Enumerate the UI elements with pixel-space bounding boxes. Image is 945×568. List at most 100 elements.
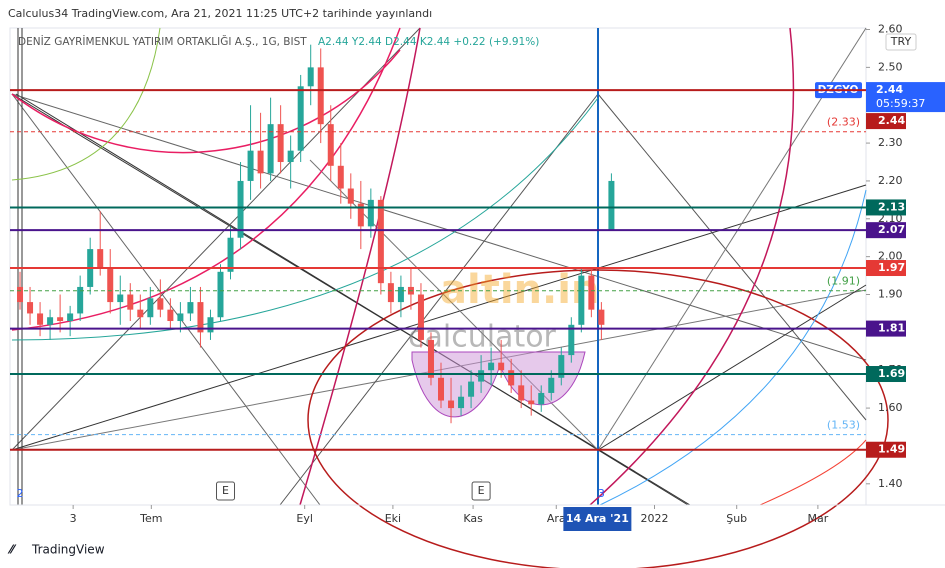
currency-box[interactable] bbox=[885, 33, 917, 51]
gann-line bbox=[597, 284, 867, 451]
candle-body bbox=[167, 309, 174, 322]
price-line-box bbox=[866, 113, 906, 130]
currency[interactable]: TRY bbox=[890, 35, 912, 48]
marker-label: E bbox=[478, 484, 485, 497]
candle-body bbox=[438, 377, 445, 401]
candle-body bbox=[357, 203, 364, 227]
marker-label: E bbox=[222, 484, 229, 497]
candle-body bbox=[588, 275, 595, 310]
crosshair-label: 14 Ara '21 bbox=[566, 512, 629, 525]
price-line-box bbox=[866, 366, 906, 383]
candle-body bbox=[147, 298, 154, 318]
candle-body bbox=[77, 286, 84, 314]
crosshair-box bbox=[563, 507, 632, 531]
arc bbox=[11, 97, 599, 341]
candle-body bbox=[478, 370, 485, 382]
gann-line bbox=[11, 93, 321, 506]
price-line-label: (2.33) bbox=[827, 116, 860, 129]
candle-body bbox=[27, 302, 34, 314]
candle-body bbox=[417, 294, 424, 340]
candle-body bbox=[137, 309, 144, 318]
marker-box bbox=[471, 481, 491, 501]
candle-body bbox=[578, 275, 585, 325]
y-tick-label: 2.00 bbox=[878, 250, 903, 263]
price-line-value: 1.49 bbox=[878, 443, 905, 456]
candle-body bbox=[37, 313, 44, 325]
x-tick-label: Kas bbox=[463, 512, 483, 525]
x-tick-label: Eyl bbox=[296, 512, 313, 525]
price-line-box bbox=[866, 222, 906, 239]
price-line-value: 1.69 bbox=[878, 367, 905, 380]
y-tick-label: 1.40 bbox=[878, 477, 903, 490]
last-price-box bbox=[866, 82, 945, 113]
candle-body bbox=[307, 67, 314, 87]
gann-line bbox=[597, 27, 867, 451]
candles bbox=[17, 44, 615, 424]
price-line-label: (1.53) bbox=[827, 419, 860, 432]
candle-body bbox=[237, 180, 244, 238]
candle-body bbox=[397, 286, 404, 303]
candle-body bbox=[287, 150, 294, 163]
gann-line bbox=[11, 93, 691, 506]
candle-body bbox=[297, 86, 304, 151]
ohlc: A2.44 Y2.44 D2.44 K2.44 +0.22 (+9.91%) bbox=[318, 36, 539, 48]
price-line-label: (1.91) bbox=[827, 275, 860, 288]
candle-body bbox=[97, 249, 104, 269]
y-tick-label: 1.60 bbox=[878, 401, 903, 414]
candle-body bbox=[197, 302, 204, 333]
candle-body bbox=[528, 400, 535, 405]
candle-body bbox=[488, 362, 495, 371]
footer-logo: ⁄⁄ bbox=[7, 543, 17, 557]
candle-body bbox=[57, 317, 64, 322]
candle-body bbox=[568, 324, 575, 356]
candle-body bbox=[187, 302, 194, 314]
gann-line bbox=[11, 27, 421, 451]
arc bbox=[589, 27, 795, 506]
candle-body bbox=[498, 362, 505, 371]
candle-body bbox=[518, 385, 525, 401]
candle-body bbox=[107, 268, 114, 303]
marker-box bbox=[216, 481, 236, 501]
x-tick-label: Şub bbox=[726, 512, 747, 525]
gann-line bbox=[15, 93, 689, 506]
y-tick-label: 2.50 bbox=[878, 60, 903, 73]
marker-label: 2 bbox=[17, 487, 24, 500]
candle-body bbox=[387, 283, 394, 303]
x-tick-label: Tem bbox=[139, 512, 162, 525]
ellipse bbox=[307, 269, 889, 568]
candle-body bbox=[427, 339, 434, 378]
y-tick-label: 2.20 bbox=[878, 174, 903, 187]
candle-body bbox=[538, 392, 545, 405]
candle-body bbox=[337, 165, 344, 189]
candle-body bbox=[267, 124, 274, 174]
y-tick-label: 2.60 bbox=[878, 23, 903, 36]
candle-body bbox=[558, 355, 565, 378]
candle-body bbox=[508, 370, 515, 386]
candle-body bbox=[227, 237, 234, 272]
gann-line bbox=[597, 93, 867, 421]
published: Calculus34 TradingView.com, Ara 21, 2021… bbox=[8, 7, 432, 20]
marker-label: 3 bbox=[598, 487, 605, 500]
candle-body bbox=[367, 199, 374, 227]
price-line-value: 1.81 bbox=[878, 322, 905, 335]
price-line-value: 2.13 bbox=[878, 200, 905, 213]
candle-body bbox=[247, 150, 254, 181]
symbol: DENİZ GAYRİMENKUL YATIRIM ORTAKLIĞI A.Ş.… bbox=[18, 35, 307, 48]
candle-body bbox=[127, 294, 134, 310]
price-line-box bbox=[866, 320, 906, 337]
candle-body bbox=[347, 188, 354, 204]
candle-body bbox=[207, 317, 214, 333]
candle-body bbox=[47, 317, 54, 325]
last-price: 2.44 bbox=[876, 83, 903, 96]
candle-body bbox=[277, 124, 284, 163]
candle-body bbox=[17, 286, 24, 303]
x-tick-label: Mar bbox=[808, 512, 829, 525]
watermark: altin.in bbox=[440, 267, 599, 313]
candle-body bbox=[598, 309, 605, 325]
gann-line bbox=[11, 93, 867, 361]
price-line-box bbox=[866, 260, 906, 277]
candle-body bbox=[458, 396, 465, 409]
candle-body bbox=[117, 294, 124, 303]
candle-body bbox=[177, 313, 184, 322]
